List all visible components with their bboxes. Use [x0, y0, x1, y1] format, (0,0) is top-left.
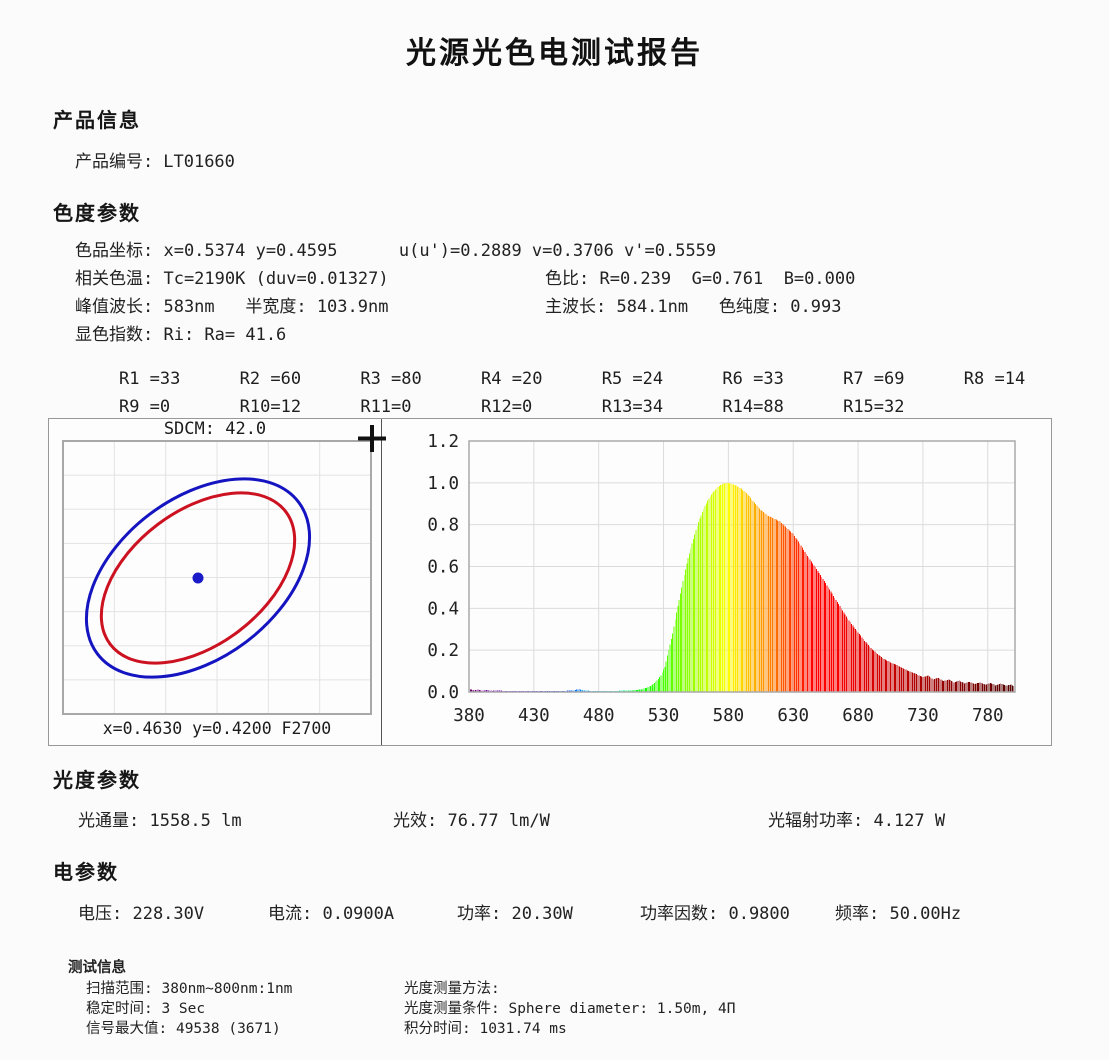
cri-value: R3 =80 [360, 369, 422, 389]
product-number-value: LT01660 [163, 152, 235, 172]
cri-value: R6 =33 [722, 369, 784, 389]
current: 电流: 0.0900A [268, 904, 395, 924]
cri-value: R4 =20 [481, 369, 543, 389]
svg-text:SDCM: 42.0: SDCM: 42.0 [164, 419, 266, 439]
spectral-distribution-svg: 0.0 0.2 0.4 0.6 0.8 1.0 1.2 380 430 480 530 580 630 6… [427, 432, 1016, 726]
sdcm-ellipse-svg: SDCM: 42.0 x=0.4630 y=0.4200 F2700 [62, 419, 386, 738]
cri-value: R8 =14 [963, 369, 1026, 389]
correlated-color-temperature: 相关色温: Tc=2190K (duv=0.01327) [75, 269, 389, 289]
cri-value: R7 =69 [843, 369, 905, 389]
svg-text:x=0.4630 y=0.4200 F2700: x=0.4630 y=0.4200 F2700 [103, 719, 331, 738]
integration-time: 积分时间: 1031.74 ms [404, 1021, 567, 1037]
cri-value: R13=34 [601, 397, 664, 417]
photometric-method: 光度测量方法: [404, 981, 500, 997]
luminous-efficacy: 光效: 76.77 lm/W [393, 811, 550, 831]
cri-value: R9 =0 [118, 397, 171, 417]
svg-text:780: 780 [972, 706, 1004, 726]
cri-value: R14=88 [722, 397, 784, 417]
svg-text:630: 630 [777, 706, 809, 726]
cri-value: R15=32 [843, 397, 905, 417]
scan-range: 扫描范围: 380nm~800nm:1nm [86, 981, 293, 997]
cri-value: R5 =24 [601, 369, 664, 389]
cri-value: R11=0 [360, 397, 412, 417]
dominant-wavelength-purity: 主波长: 584.1nm 色纯度: 0.993 [545, 297, 842, 317]
svg-text:380: 380 [453, 706, 485, 726]
cri-value: R12=0 [481, 397, 533, 417]
cri-values-row-2: R9 =0 R10=12 R11=0 R12=0 R13=34 R14=88 R15=32 [78, 377, 964, 437]
section-heading-product: 产品信息 [53, 108, 141, 132]
svg-text:680: 680 [842, 706, 874, 726]
voltage: 电压: 228.30V [78, 904, 205, 924]
svg-text:1.2: 1.2 [427, 432, 459, 452]
power: 功率: 20.30W [457, 904, 573, 924]
photometric-condition: 光度测量条件: Sphere diameter: 1.50m, 4Π [404, 1001, 736, 1017]
svg-text:1.0: 1.0 [427, 474, 459, 494]
chromaticity-coordinates: 色品坐标: x=0.5374 y=0.4595 u(u')=0.2889 v=0… [75, 241, 717, 261]
section-heading-electrical: 电参数 [53, 860, 119, 884]
section-heading-photometric: 光度参数 [53, 768, 141, 792]
svg-text:0.0: 0.0 [427, 683, 459, 703]
svg-text:0.2: 0.2 [427, 641, 459, 661]
section-heading-chromaticity: 色度参数 [53, 201, 141, 225]
product-number-label: 产品编号: [75, 152, 154, 172]
frequency: 频率: 50.00Hz [835, 904, 962, 924]
color-ratio: 色比: R=0.239 G=0.761 B=0.000 [545, 269, 856, 289]
section-heading-test-info: 测试信息 [68, 960, 126, 976]
svg-text:0.8: 0.8 [427, 516, 459, 536]
svg-text:0.6: 0.6 [427, 558, 459, 578]
svg-text:530: 530 [648, 706, 680, 726]
spectral-distribution-chart: 0.0 0.2 0.4 0.6 0.8 1.0 1.2 380 430 480 530 580 630 6… [383, 419, 1051, 745]
svg-text:0.4: 0.4 [427, 599, 459, 619]
luminous-flux: 光通量: 1558.5 lm [78, 811, 242, 831]
cri-value: R1 =33 [118, 369, 181, 389]
product-number-row: 产品编号: LT01660 [75, 147, 235, 172]
power-factor: 功率因数: 0.9800 [640, 904, 790, 924]
sdcm-ellipse-chart: SDCM: 42.0 x=0.4630 y=0.4200 F2700 [49, 419, 386, 745]
svg-text:730: 730 [907, 706, 939, 726]
page-title: 光源光色电测试报告 [406, 36, 703, 71]
svg-text:430: 430 [518, 706, 550, 726]
peak-wavelength-halfwidth: 峰值波长: 583nm 半宽度: 103.9nm [75, 297, 389, 317]
color-rendering-index: 显色指数: Ri: Ra= 41.6 [75, 325, 287, 345]
stabilization-time: 稳定时间: 3 Sec [86, 1001, 206, 1017]
signal-max-value: 信号最大值: 49538 (3671) [86, 1021, 281, 1037]
svg-text:480: 480 [583, 706, 615, 726]
charts-panel: SDCM: 42.0 x=0.4630 y=0.4200 F2700 0.0 0.2… [48, 418, 1052, 746]
cri-value: R10=12 [239, 397, 302, 417]
cri-values-row-1: R1 =33 R2 =60 R3 =80 R4 =20 R5 =24 R6 =33 R7 =… [78, 349, 1084, 409]
radiant-power: 光辐射功率: 4.127 W [768, 811, 946, 831]
cri-value: R2 =60 [239, 369, 302, 389]
svg-text:580: 580 [713, 706, 745, 726]
